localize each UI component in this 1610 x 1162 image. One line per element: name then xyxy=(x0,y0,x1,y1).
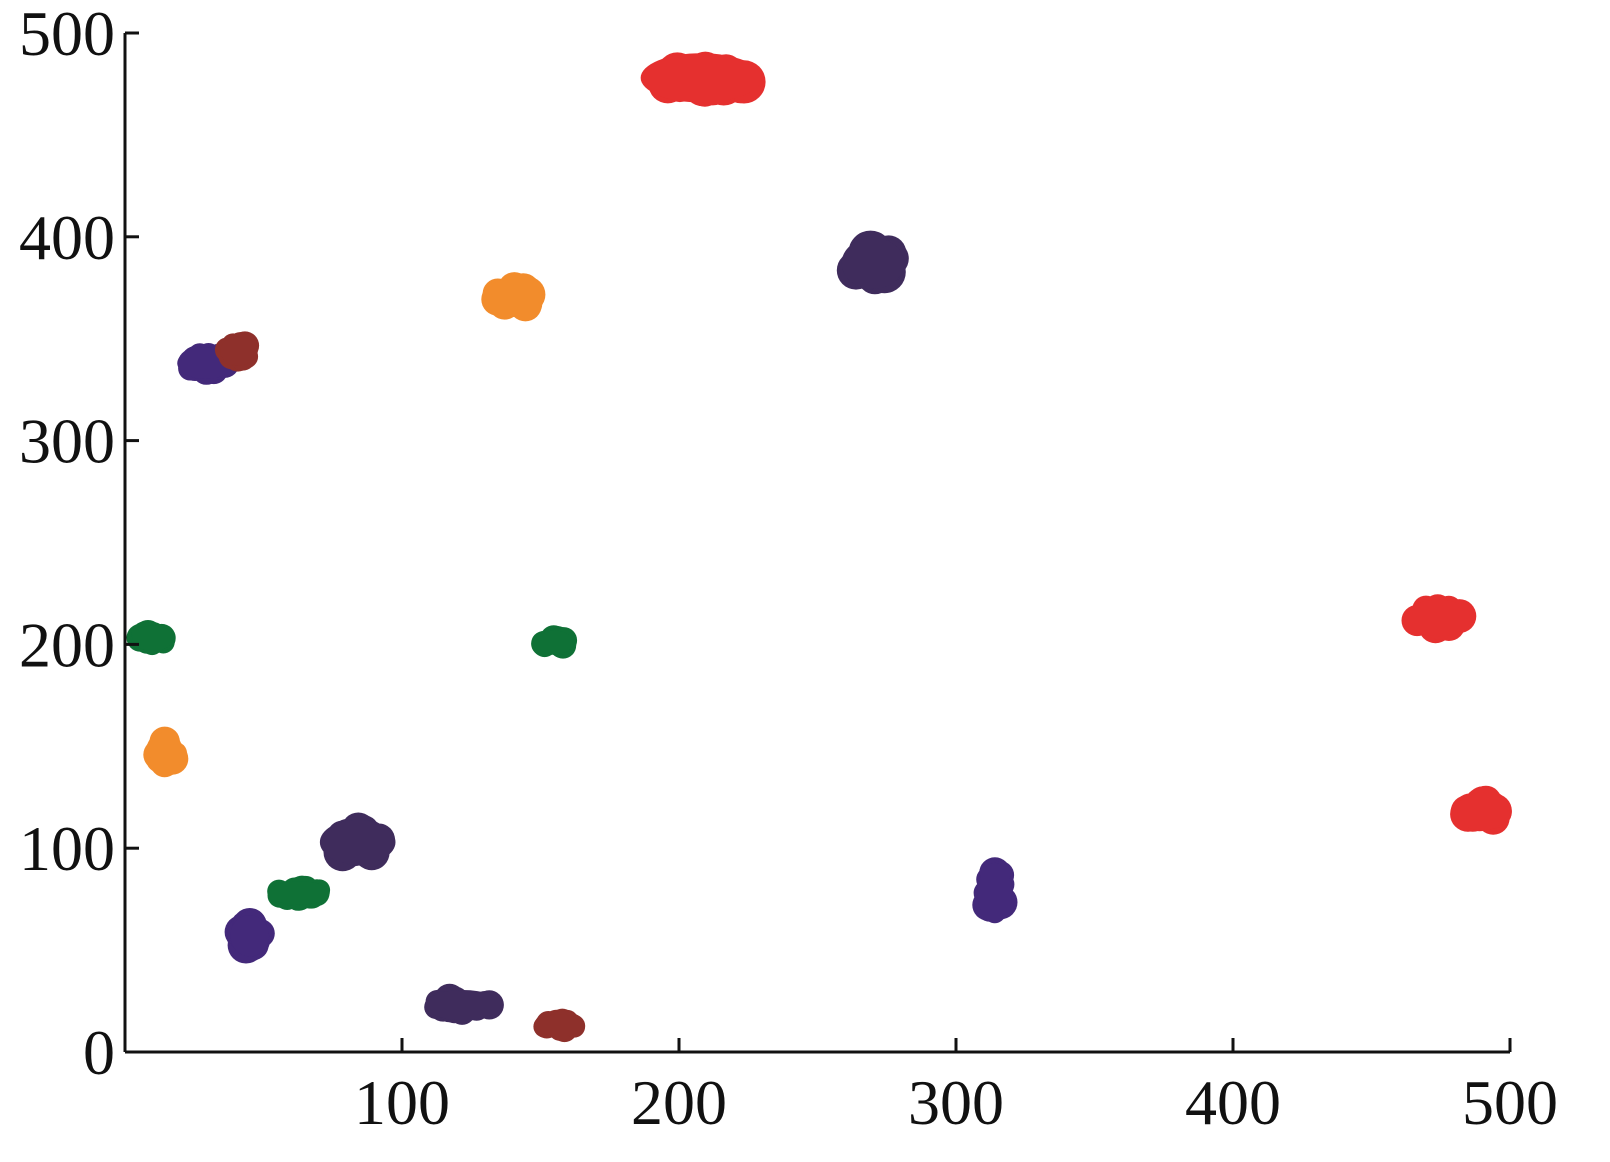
x-tick-label: 300 xyxy=(908,1067,1004,1138)
cluster-layer xyxy=(126,51,1512,1043)
cluster-core xyxy=(977,862,1013,924)
x-tick-label: 400 xyxy=(1185,1067,1281,1138)
cluster-orange-1 xyxy=(481,272,546,322)
cluster-core xyxy=(220,336,257,366)
y-tick-label: 400 xyxy=(19,202,115,273)
axes xyxy=(123,33,1510,1054)
cluster-core xyxy=(640,53,762,103)
y-tick-label: 300 xyxy=(19,406,115,477)
cluster-indigo-3 xyxy=(972,857,1018,924)
cluster-red-1 xyxy=(640,51,766,107)
cluster-core xyxy=(1457,792,1508,831)
cluster-red-2 xyxy=(1401,594,1477,644)
x-tick-label: 200 xyxy=(631,1067,727,1138)
cluster-core xyxy=(1405,599,1471,637)
x-tick-label: 500 xyxy=(1462,1067,1558,1138)
cluster-core xyxy=(230,915,270,957)
cluster-green-2 xyxy=(531,625,578,659)
y-tick-label: 200 xyxy=(19,609,115,680)
cluster-core xyxy=(150,731,183,774)
cluster-dark_purple-1 xyxy=(836,230,909,295)
y-tick-label: 500 xyxy=(19,0,115,69)
x-tick-label: 100 xyxy=(354,1067,450,1138)
cluster-core xyxy=(537,1014,583,1037)
tick-layer: 0 100 200 300 400 500 100 200 300 400 500 xyxy=(19,0,1558,1138)
y-tick-label: 100 xyxy=(19,813,115,884)
cluster-core xyxy=(425,990,501,1021)
cluster-orange-2 xyxy=(143,726,189,778)
cluster-core xyxy=(319,819,396,865)
cluster-maroon-2 xyxy=(533,1008,586,1043)
cluster-maroon-1 xyxy=(214,331,260,372)
cluster-red-3 xyxy=(1450,785,1512,835)
cluster-indigo-2 xyxy=(224,908,275,964)
cluster-dark_purple-2 xyxy=(319,812,396,872)
cluster-green-3 xyxy=(267,875,331,911)
cluster-green-1 xyxy=(126,620,176,656)
y-tick-label: 0 xyxy=(83,1017,115,1088)
cluster-core xyxy=(482,278,544,318)
cluster-core xyxy=(132,625,174,652)
cluster-core xyxy=(269,881,330,905)
cluster-dark_purple-3 xyxy=(424,983,504,1025)
cluster-core xyxy=(841,237,905,289)
cluster-core xyxy=(535,630,573,655)
